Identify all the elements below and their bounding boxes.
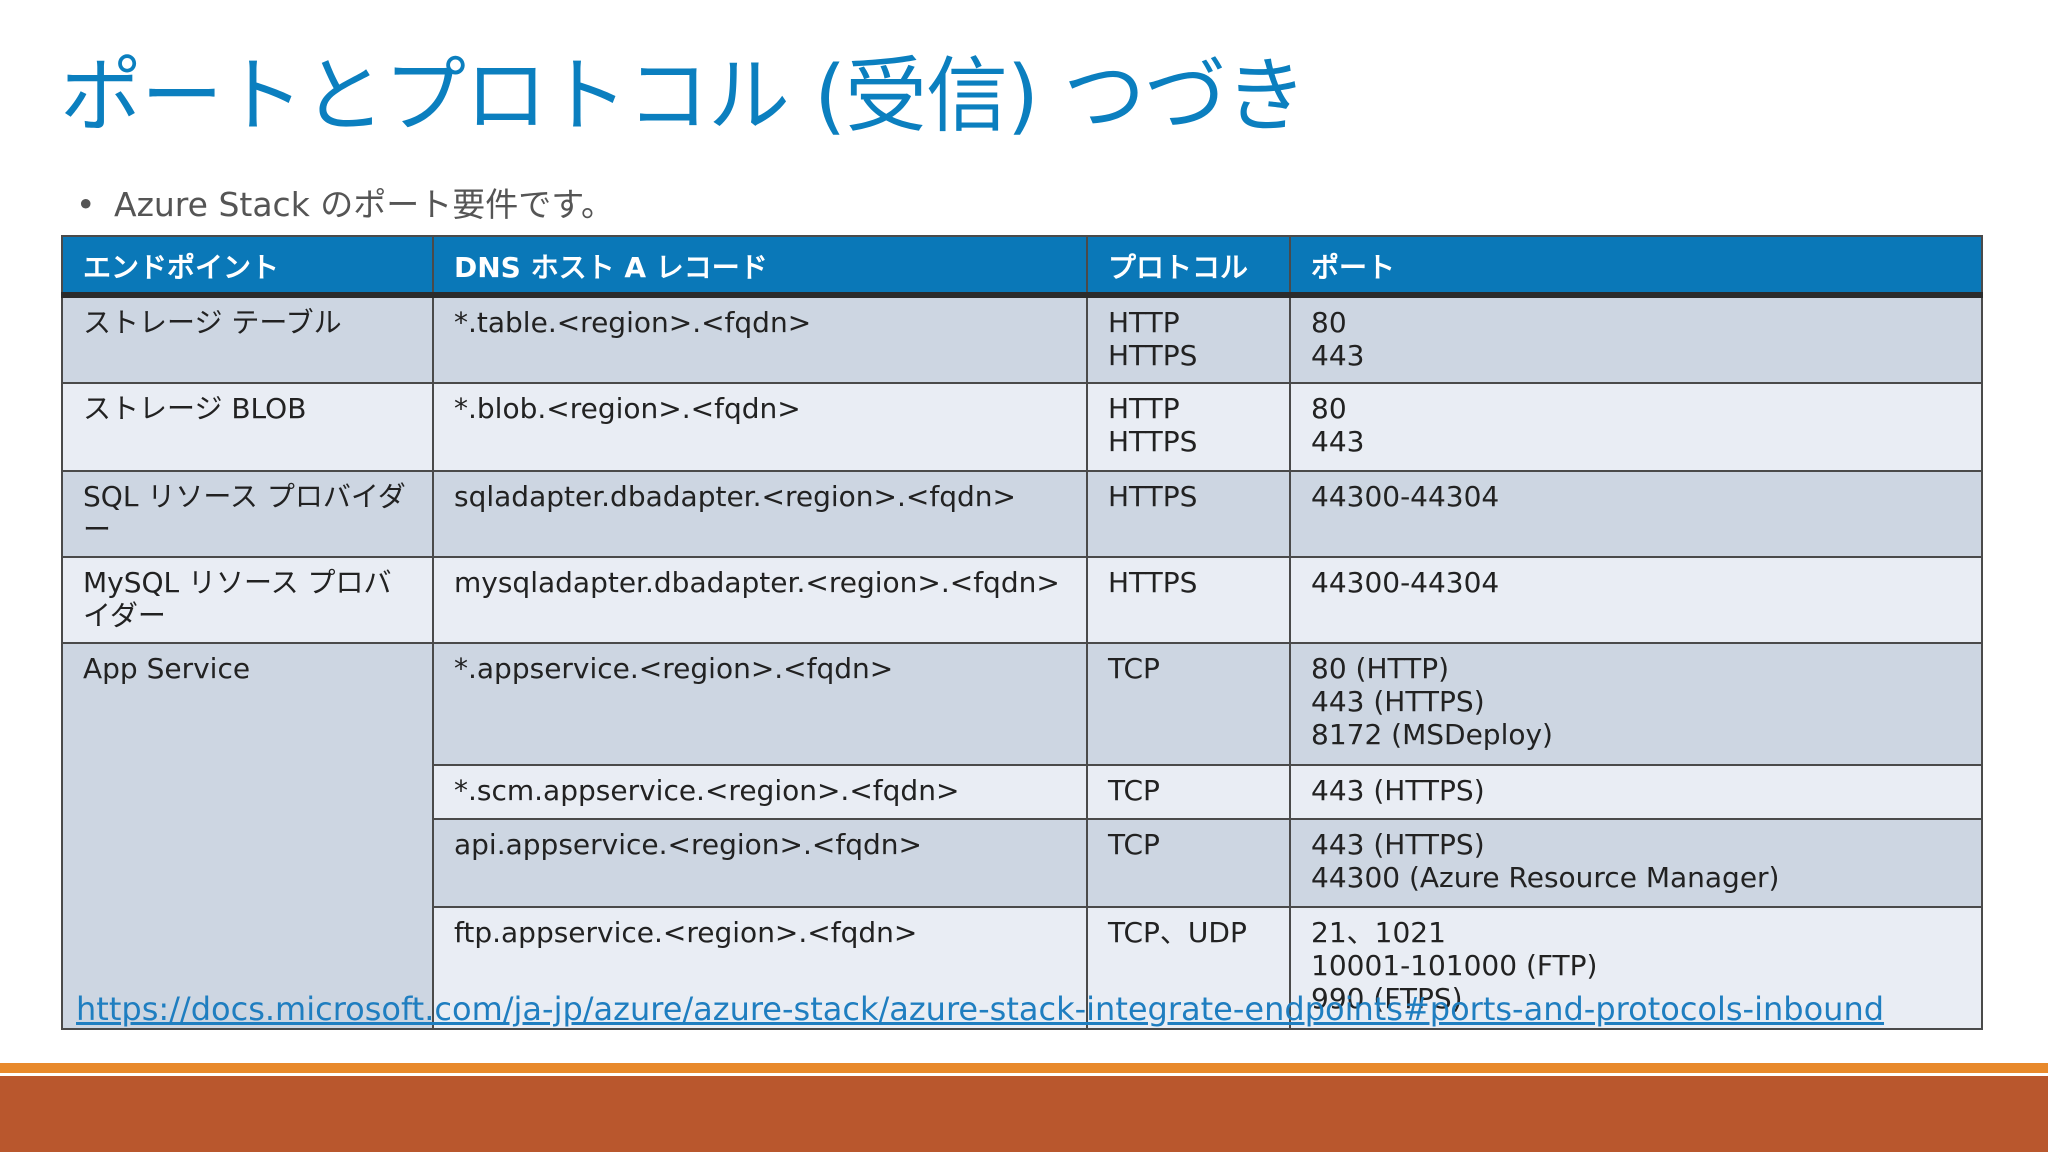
table-row: *.scm.appservice.<region>.<fqdn> TCP 443…	[62, 764, 1983, 820]
protocol-line: HTTPS	[1108, 480, 1198, 513]
port-line: 990 (FTPS)	[1311, 982, 1463, 1015]
port-cell: 443 (HTTPS)	[1289, 764, 1983, 820]
protocol-cell: TCP	[1086, 642, 1291, 766]
ports-table: エンドポイント DNS ホスト A レコード プロトコル ポート ストレージ テ…	[61, 235, 1983, 1030]
protocol-cell: TCP	[1086, 764, 1291, 820]
bullet-text: Azure Stack のポート要件です。	[114, 185, 614, 224]
port-line: 443 (HTTPS)	[1311, 774, 1485, 807]
dns-cell: *.appservice.<region>.<fqdn>	[432, 642, 1088, 766]
table-row: SQL リソース プロバイダー sqladapter.dbadapter.<re…	[61, 470, 1983, 558]
protocol-line: HTTP	[1108, 306, 1180, 339]
port-cell: 80 443	[1289, 382, 1983, 472]
port-line: 80 (HTTP)	[1311, 652, 1450, 685]
protocol-cell: TCP	[1086, 818, 1291, 908]
port-line: 443	[1311, 425, 1365, 458]
table-row: MySQL リソース プロバイダー mysqladapter.dbadapter…	[61, 556, 1983, 644]
dns-cell: sqladapter.dbadapter.<region>.<fqdn>	[432, 470, 1088, 558]
table-row: App Service *.appservice.<region>.<fqdn>…	[61, 642, 1983, 1030]
protocol-line: HTTPS	[1108, 566, 1198, 599]
protocol-cell: HTTPS	[1086, 470, 1291, 558]
port-cell: 21、1021 10001-101000 (FTP) 990 (FTPS)	[1289, 906, 1983, 1030]
dns-cell: api.appservice.<region>.<fqdn>	[432, 818, 1088, 908]
port-line: 443	[1311, 339, 1365, 372]
port-line: 44300 (Azure Resource Manager)	[1311, 861, 1780, 894]
port-line: 44300-44304	[1311, 566, 1500, 599]
port-line: 80	[1311, 306, 1347, 339]
header-endpoint: エンドポイント	[61, 235, 434, 298]
protocol-cell: HTTP HTTPS	[1086, 294, 1291, 384]
port-line: 8172 (MSDeploy)	[1311, 718, 1553, 751]
protocol-line: HTTPS	[1108, 339, 1198, 372]
port-line: 443 (HTTPS)	[1311, 685, 1485, 718]
endpoint-cell: MySQL リソース プロバイダー	[61, 556, 434, 644]
port-line: 80	[1311, 392, 1347, 425]
dns-cell: *.scm.appservice.<region>.<fqdn>	[432, 764, 1088, 820]
port-line: 21、1021	[1311, 916, 1446, 949]
slide-title: ポートとプロトコル (受信) つづき	[60, 49, 1307, 144]
protocol-cell: HTTPS	[1086, 556, 1291, 644]
port-cell: 44300-44304	[1289, 556, 1983, 644]
endpoint-cell: ストレージ BLOB	[61, 382, 434, 472]
footer-bar	[0, 1076, 2048, 1152]
header-protocol: プロトコル	[1086, 235, 1291, 298]
bullet-item: • Azure Stack のポート要件です。	[76, 178, 614, 226]
endpoint-cell: App Service	[61, 642, 434, 1030]
port-cell: 80 443	[1289, 294, 1983, 384]
table-row: ftp.appservice.<region>.<fqdn> TCP、UDP 2…	[62, 906, 1983, 1030]
header-dns: DNS ホスト A レコード	[432, 235, 1088, 298]
port-cell: 443 (HTTPS) 44300 (Azure Resource Manage…	[1289, 818, 1983, 908]
protocol-line: TCP	[1108, 652, 1160, 685]
protocol-line: HTTP	[1108, 392, 1180, 425]
dns-cell: *.blob.<region>.<fqdn>	[432, 382, 1088, 472]
table-row: ストレージ テーブル *.table.<region>.<fqdn> HTTP …	[61, 294, 1983, 384]
docs-link[interactable]: https://docs.microsoft.com/ja-jp/azure/a…	[76, 990, 1885, 1028]
protocol-line: TCP、UDP	[1108, 916, 1247, 949]
table-row: ストレージ BLOB *.blob.<region>.<fqdn> HTTP H…	[61, 382, 1983, 472]
dns-cell: ftp.appservice.<region>.<fqdn>	[432, 906, 1088, 1030]
endpoint-cell: ストレージ テーブル	[61, 294, 434, 384]
bullet-icon: •	[76, 185, 96, 224]
port-line: 10001-101000 (FTP)	[1311, 949, 1598, 982]
dns-cell: *.table.<region>.<fqdn>	[432, 294, 1088, 384]
endpoint-cell: SQL リソース プロバイダー	[61, 470, 434, 558]
protocol-line: TCP	[1108, 774, 1160, 807]
port-line: 44300-44304	[1311, 480, 1500, 513]
port-line: 443 (HTTPS)	[1311, 828, 1485, 861]
table-row: api.appservice.<region>.<fqdn> TCP 443 (…	[62, 818, 1983, 908]
table-header-row: エンドポイント DNS ホスト A レコード プロトコル ポート	[61, 235, 1983, 298]
protocol-cell: HTTP HTTPS	[1086, 382, 1291, 472]
port-cell: 44300-44304	[1289, 470, 1983, 558]
protocol-line: TCP	[1108, 828, 1160, 861]
header-port: ポート	[1289, 235, 1983, 298]
footer-accent-line	[0, 1063, 2048, 1073]
protocol-line: HTTPS	[1108, 425, 1198, 458]
protocol-cell: TCP、UDP	[1086, 906, 1291, 1030]
port-cell: 80 (HTTP) 443 (HTTPS) 8172 (MSDeploy)	[1289, 642, 1983, 766]
dns-cell: mysqladapter.dbadapter.<region>.<fqdn>	[432, 556, 1088, 644]
